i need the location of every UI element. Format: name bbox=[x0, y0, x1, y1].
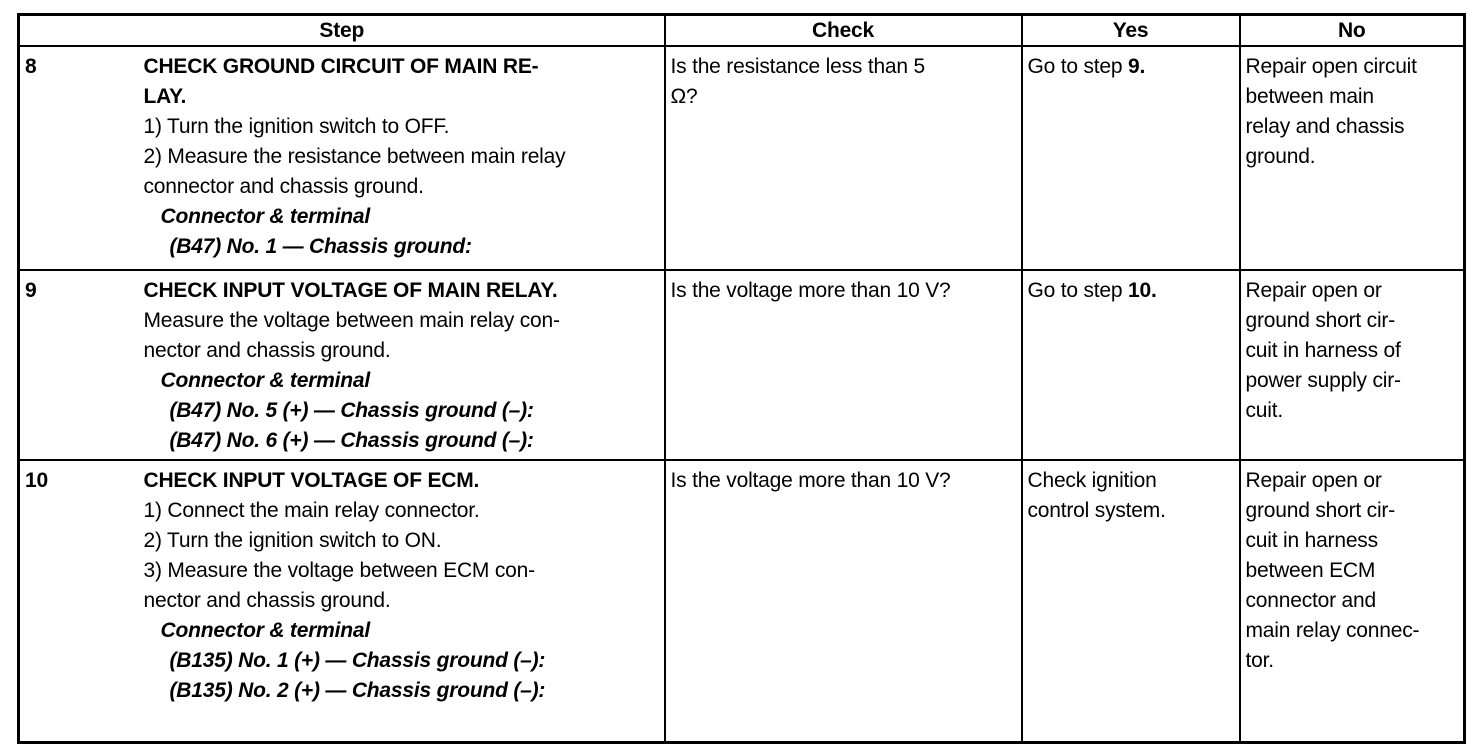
yes-line: control system. bbox=[1027, 499, 1166, 522]
no-line: ground short cir- bbox=[1245, 499, 1396, 522]
header-no: No bbox=[1238, 13, 1466, 47]
header-step: Step bbox=[17, 13, 666, 47]
step-line: CHECK INPUT VOLTAGE OF MAIN RELAY. bbox=[143, 279, 558, 302]
table-row: 9 CHECK INPUT VOLTAGE OF MAIN RELAY. Measu… bbox=[17, 269, 1466, 461]
header-yes: Yes bbox=[1020, 13, 1241, 47]
yes-step-ref: 9. bbox=[1128, 55, 1146, 78]
check-cell: Is the resistance less than 5 Ω? bbox=[663, 45, 1023, 271]
no-line: between ECM bbox=[1245, 559, 1376, 582]
no-line: relay and chassis bbox=[1245, 115, 1405, 138]
yes-line: Go to step 9. bbox=[1028, 52, 1235, 82]
step-number: 9 bbox=[17, 269, 139, 461]
no-line: cuit. bbox=[1245, 399, 1284, 422]
no-line: power supply cir- bbox=[1245, 369, 1402, 392]
check-line: Is the voltage more than 10 V? bbox=[670, 469, 951, 492]
step-line: 2) Turn the ignition switch to ON. bbox=[143, 529, 442, 552]
no-line: between main bbox=[1245, 85, 1375, 108]
table-row: 10 CHECK INPUT VOLTAGE OF ECM. 1) Connect … bbox=[17, 459, 1466, 743]
check-cell: Is the voltage more than 10 V? bbox=[663, 459, 1023, 743]
step-line: (B135) No. 1 (+) — Chassis ground (–): bbox=[169, 649, 546, 672]
yes-text: Go to step bbox=[1027, 279, 1129, 302]
step-line: CHECK INPUT VOLTAGE OF ECM. bbox=[143, 469, 480, 492]
step-line: Connector & terminal bbox=[160, 205, 371, 228]
no-cell: Repair open or ground short cir-cuit in h… bbox=[1238, 459, 1466, 743]
step-line: connector and chassis ground. bbox=[143, 175, 424, 198]
table-row: 8 CHECK GROUND CIRCUIT OF MAIN RE- LAY. 1) … bbox=[17, 45, 1466, 271]
step-description: CHECK INPUT VOLTAGE OF MAIN RELAY. Measur… bbox=[138, 269, 666, 461]
header-check: Check bbox=[663, 13, 1023, 47]
check-line: Ω? bbox=[670, 85, 698, 108]
no-line: cuit in harness bbox=[1245, 529, 1379, 552]
step-description: CHECK INPUT VOLTAGE OF ECM. 1) Connect th… bbox=[138, 459, 666, 743]
step-line: 3) Measure the voltage between ECM con- bbox=[143, 559, 536, 582]
step-line: 2) Measure the resistance between main r… bbox=[143, 145, 566, 168]
step-line: 1) Connect the main relay connector. bbox=[143, 499, 480, 522]
no-line: Repair open or bbox=[1245, 279, 1382, 302]
step-number: 10 bbox=[17, 459, 139, 743]
diagnostic-table: Step Check Yes No 8 CHECK GROUND CIRCUIT … bbox=[17, 13, 1466, 744]
yes-text: Go to step bbox=[1027, 55, 1129, 78]
no-line: ground. bbox=[1245, 145, 1316, 168]
header-row: Step Check Yes No bbox=[17, 13, 1466, 47]
no-line: cuit in harness of bbox=[1245, 339, 1401, 362]
step-line: 1) Turn the ignition switch to OFF. bbox=[143, 115, 450, 138]
no-cell: Repair open or ground short cir-cuit in h… bbox=[1238, 269, 1466, 461]
yes-cell: Check ignition control system. bbox=[1020, 459, 1241, 743]
check-line: Is the resistance less than 5 bbox=[670, 55, 926, 78]
step-line: CHECK GROUND CIRCUIT OF MAIN RE- bbox=[143, 55, 539, 78]
step-line: (B47) No. 1 — Chassis ground: bbox=[169, 235, 472, 258]
no-line: ground short cir- bbox=[1245, 309, 1396, 332]
step-line: (B47) No. 6 (+) — Chassis ground (–): bbox=[169, 429, 534, 452]
no-line: tor. bbox=[1245, 649, 1275, 672]
no-line: main relay connec- bbox=[1245, 619, 1420, 642]
check-cell: Is the voltage more than 10 V? bbox=[663, 269, 1023, 461]
yes-line: Check ignition bbox=[1027, 469, 1157, 492]
yes-line: Go to step 10. bbox=[1028, 276, 1235, 306]
step-line: (B47) No. 5 (+) — Chassis ground (–): bbox=[169, 399, 534, 422]
no-cell: Repair open circuit between main relay and… bbox=[1238, 45, 1466, 271]
yes-step-ref: 10. bbox=[1128, 279, 1157, 302]
step-line: Connector & terminal bbox=[160, 619, 371, 642]
yes-cell: Go to step 9. bbox=[1020, 45, 1241, 271]
step-number: 8 bbox=[17, 45, 139, 271]
check-line: Is the voltage more than 10 V? bbox=[670, 279, 951, 302]
step-description: CHECK GROUND CIRCUIT OF MAIN RE- LAY. 1) T… bbox=[138, 45, 666, 271]
step-line: nector and chassis ground. bbox=[143, 339, 391, 362]
step-line: nector and chassis ground. bbox=[143, 589, 391, 612]
yes-cell: Go to step 10. bbox=[1020, 269, 1241, 461]
no-line: Repair open circuit bbox=[1245, 55, 1417, 78]
step-line: LAY. bbox=[143, 85, 187, 108]
step-line: Measure the voltage between main relay c… bbox=[143, 309, 561, 332]
step-line: Connector & terminal bbox=[160, 369, 371, 392]
no-line: connector and bbox=[1245, 589, 1377, 612]
step-line: (B135) No. 2 (+) — Chassis ground (–): bbox=[169, 679, 546, 702]
no-line: Repair open or bbox=[1245, 469, 1382, 492]
